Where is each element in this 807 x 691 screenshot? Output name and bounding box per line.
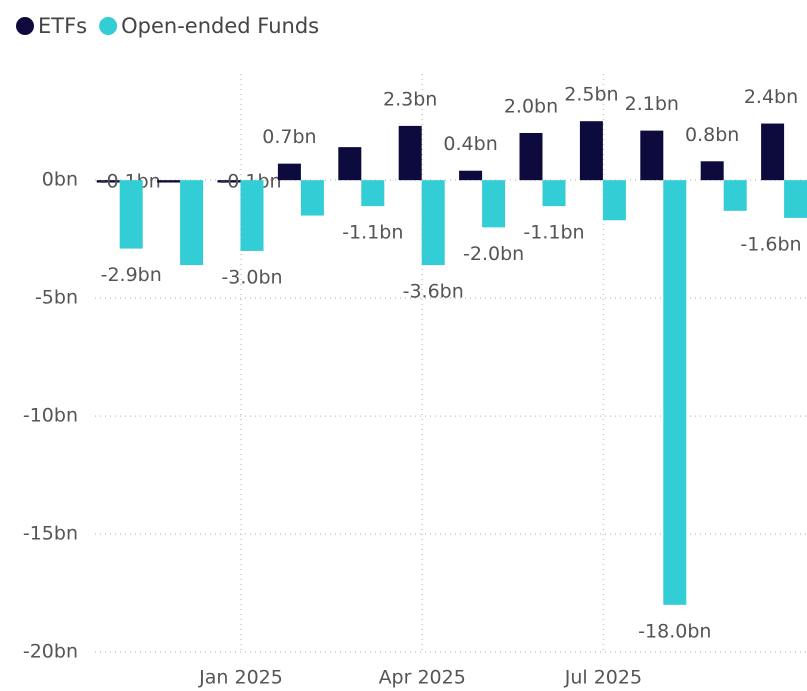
legend-label: ETFs: [38, 14, 87, 38]
data-label: 0.8bn: [685, 124, 739, 146]
bar: [602, 180, 626, 221]
data-label: 2.0bn: [504, 95, 558, 117]
y-tick-label: 0bn: [42, 169, 78, 191]
bar: [96, 180, 120, 183]
bar: [180, 180, 204, 266]
bar: [640, 130, 664, 181]
bar: [398, 125, 422, 181]
y-tick-label: -5bn: [35, 287, 78, 309]
bar: [519, 132, 543, 181]
data-label: -2.0bn: [463, 243, 524, 265]
bar: [421, 180, 445, 266]
data-label: 2.4bn: [744, 86, 798, 108]
x-tick-label: Jan 2025: [198, 667, 283, 689]
bar: [217, 180, 241, 183]
bar: [663, 180, 687, 605]
x-tick-label: Apr 2025: [379, 667, 466, 689]
bar: [361, 180, 385, 207]
bar: [700, 161, 724, 181]
y-tick-label: -15bn: [23, 523, 78, 545]
data-label: -1.1bn: [342, 222, 403, 244]
data-label: -1.6bn: [740, 233, 801, 255]
bar: [579, 121, 603, 181]
bar: [784, 180, 807, 218]
bar: [157, 180, 181, 183]
y-tick-label: -10bn: [23, 405, 78, 427]
data-label: 2.3bn: [383, 88, 437, 110]
y-tick-label: -20bn: [23, 641, 78, 663]
x-tick-label: Jul 2025: [564, 667, 642, 689]
data-label: -3.0bn: [221, 266, 282, 288]
data-label: 2.1bn: [625, 93, 679, 115]
data-label: -18.0bn: [638, 620, 711, 642]
data-label: 2.5bn: [564, 84, 618, 106]
data-label: 0.4bn: [443, 133, 497, 155]
legend-marker: [99, 17, 118, 35]
data-label: -1.1bn: [523, 222, 584, 244]
bar: [723, 180, 747, 211]
bar: [482, 180, 506, 228]
bar: [338, 147, 362, 181]
bar: [459, 170, 483, 181]
bar: [119, 180, 143, 249]
bar: [277, 163, 301, 181]
bar: [300, 180, 324, 216]
bar: [761, 123, 785, 181]
data-label: 0.7bn: [262, 126, 316, 148]
data-label: -3.6bn: [403, 281, 464, 303]
legend-label: Open-ended Funds: [121, 14, 319, 38]
legend-marker: [16, 17, 34, 35]
data-label: -2.9bn: [101, 264, 162, 286]
bar: [240, 180, 264, 251]
bar: [542, 180, 566, 207]
